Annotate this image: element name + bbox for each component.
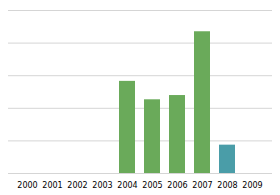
svg-text:2003: 2003 — [92, 181, 112, 190]
svg-text:2008: 2008 — [217, 181, 237, 190]
svg-text:2002: 2002 — [67, 181, 87, 190]
svg-text:2009: 2009 — [242, 181, 262, 190]
svg-text:2006: 2006 — [167, 181, 187, 190]
svg-text:2004: 2004 — [117, 181, 137, 190]
svg-text:2005: 2005 — [142, 181, 162, 190]
svg-text:2000: 2000 — [17, 181, 37, 190]
svg-text:2001: 2001 — [42, 181, 62, 190]
svg-text:2007: 2007 — [192, 181, 212, 190]
